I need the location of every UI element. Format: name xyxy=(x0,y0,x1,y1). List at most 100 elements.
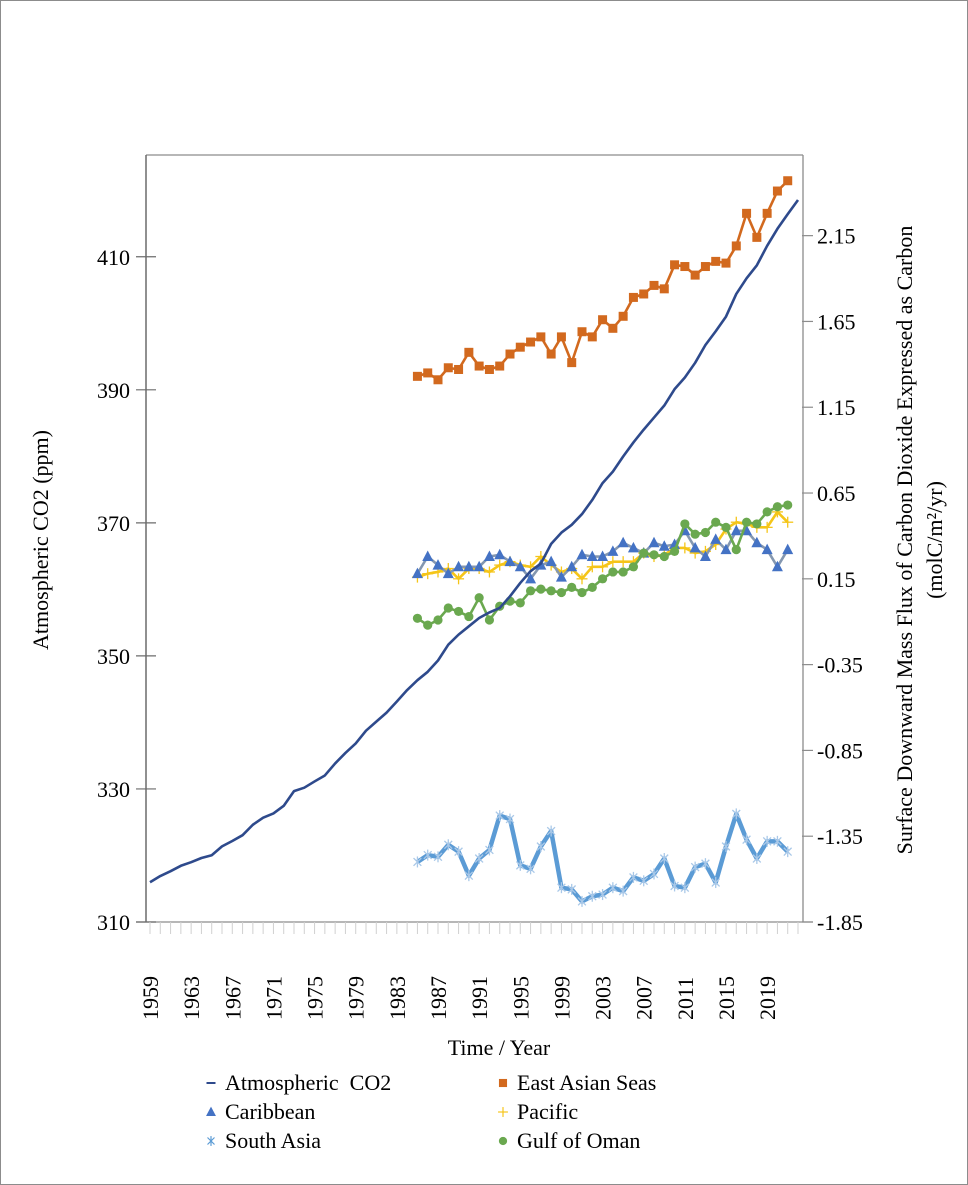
marker-square xyxy=(772,186,782,196)
y-right-tick-label: 0.65 xyxy=(817,481,856,506)
marker-circle xyxy=(474,593,484,603)
marker-circle xyxy=(464,611,474,622)
marker-asterisk xyxy=(762,835,772,847)
marker-circle xyxy=(690,529,700,539)
marker-circle xyxy=(618,567,628,577)
marker-asterisk xyxy=(587,890,597,902)
marker-asterisk xyxy=(423,849,433,861)
y-right-tick-label: -0.35 xyxy=(817,653,863,678)
y-right-axis-title-line1: Surface Downward Mass Flux of Carbon Dio… xyxy=(892,226,917,855)
marker-circle xyxy=(741,517,752,527)
plot-area xyxy=(149,176,800,907)
marker-square xyxy=(505,349,515,359)
marker-asterisk xyxy=(454,846,463,858)
marker-square xyxy=(484,364,494,374)
marker-star xyxy=(422,568,434,580)
marker-square xyxy=(628,292,638,302)
marker-star xyxy=(483,566,495,578)
marker-square xyxy=(412,371,422,381)
marker-triangle xyxy=(617,536,629,548)
x-tick-label: 1959 xyxy=(138,976,163,1020)
marker-triangle xyxy=(463,560,475,572)
marker-square xyxy=(608,323,618,333)
x-tick-label: 2019 xyxy=(755,976,780,1020)
marker-circle xyxy=(577,587,587,598)
marker-circle xyxy=(783,500,793,510)
marker-square xyxy=(598,315,608,325)
marker-star xyxy=(494,559,506,571)
y-left-tick-label: 410 xyxy=(97,245,130,270)
marker-asterisk xyxy=(413,856,422,868)
y-right-tick-label: 0.15 xyxy=(817,567,856,592)
marker-triangle xyxy=(206,1106,216,1117)
marker-star xyxy=(498,1107,508,1117)
marker-asterisk xyxy=(485,844,494,856)
marker-circle xyxy=(762,507,772,517)
marker-asterisk xyxy=(526,863,535,875)
marker-asterisk xyxy=(711,877,721,889)
marker-circle xyxy=(525,586,536,596)
marker-circle xyxy=(433,615,443,625)
marker-asterisk xyxy=(608,882,618,894)
marker-square xyxy=(649,280,659,290)
marker-circle xyxy=(628,562,639,572)
marker-asterisk xyxy=(649,868,659,880)
x-tick-label: 1983 xyxy=(385,976,410,1020)
legend-label: Gulf of Oman xyxy=(517,1128,640,1153)
marker-circle xyxy=(772,502,783,512)
marker-triangle xyxy=(432,559,444,570)
marker-square xyxy=(498,1078,508,1088)
marker-triangle xyxy=(514,560,526,572)
marker-square xyxy=(464,347,474,357)
marker-triangle xyxy=(597,550,609,562)
marker-asterisk xyxy=(433,851,443,863)
marker-circle xyxy=(752,519,762,529)
marker-asterisk xyxy=(742,834,751,846)
marker-circle xyxy=(498,1136,508,1146)
series-south-asia xyxy=(413,808,793,907)
marker-asterisk xyxy=(557,882,566,894)
marker-triangle xyxy=(545,555,557,567)
marker-star xyxy=(761,521,773,533)
y-right-tick-label: 1.65 xyxy=(817,309,856,334)
marker-triangle xyxy=(576,548,588,560)
marker-triangle xyxy=(473,560,485,572)
legend-label: Pacific xyxy=(517,1099,578,1124)
y-right-tick-label: -1.35 xyxy=(817,824,863,849)
marker-star xyxy=(576,573,588,585)
legend-label: Atmospheric CO2 xyxy=(225,1070,391,1095)
x-tick-label: 1991 xyxy=(467,976,492,1020)
y-left-tick-label: 310 xyxy=(97,910,130,935)
marker-asterisk xyxy=(474,853,484,865)
marker-square xyxy=(515,342,525,352)
x-tick-label: 2003 xyxy=(591,976,616,1020)
series-line xyxy=(416,811,790,904)
x-tick-label: 2007 xyxy=(632,976,657,1020)
marker-asterisk xyxy=(629,871,638,883)
marker-asterisk xyxy=(618,885,628,897)
marker-asterisk xyxy=(546,825,556,837)
marker-asterisk xyxy=(659,853,669,865)
marker-circle xyxy=(536,584,546,594)
marker-square xyxy=(690,270,700,280)
marker-star xyxy=(607,556,619,568)
marker-star xyxy=(782,516,794,528)
y-left-tick-label: 330 xyxy=(97,777,130,802)
marker-triangle xyxy=(494,548,506,560)
y-left-tick-label: 350 xyxy=(97,644,130,669)
series-east-asian-seas xyxy=(412,176,793,385)
marker-square xyxy=(639,289,649,299)
marker-asterisk xyxy=(639,875,649,887)
x-axis-title: Time / Year xyxy=(448,1035,551,1060)
marker-star xyxy=(597,561,609,573)
marker-asterisk xyxy=(495,810,505,822)
marker-square xyxy=(556,332,566,342)
marker-asterisk xyxy=(783,846,793,858)
x-tick-label: 1963 xyxy=(179,976,204,1020)
x-tick-label: 2015 xyxy=(714,976,739,1020)
x-tick-label: 1995 xyxy=(508,976,533,1020)
marker-asterisk xyxy=(505,813,515,825)
marker-square xyxy=(670,260,680,270)
marker-asterisk xyxy=(773,835,782,847)
x-tick-label: 1971 xyxy=(261,976,286,1020)
